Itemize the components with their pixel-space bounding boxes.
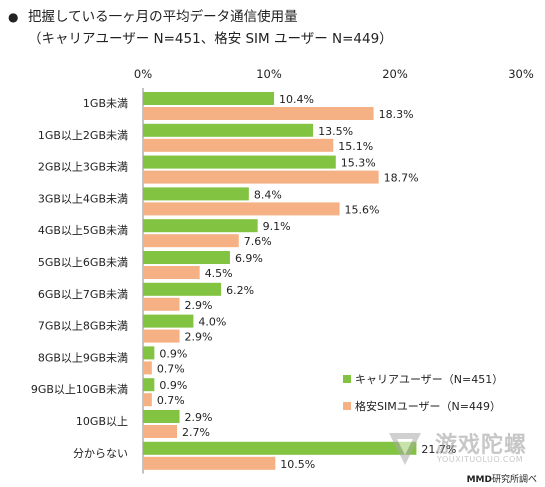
value-label-carrier: 4.0% — [198, 316, 226, 329]
bar-carrier — [143, 92, 275, 105]
value-label-carrier: 10.4% — [279, 93, 314, 106]
source-brand: MMD — [466, 475, 492, 485]
bar-mvno — [143, 393, 152, 407]
bar-carrier — [143, 314, 194, 328]
value-label-carrier: 6.2% — [226, 284, 254, 297]
value-label-carrier: 0.9% — [159, 379, 187, 392]
value-label-mvno: 2.9% — [185, 331, 213, 344]
legend-label: キャリアユーザー（N=451） — [355, 373, 503, 386]
bar-mvno — [143, 234, 239, 248]
value-label-mvno: 2.9% — [185, 299, 213, 312]
source-credit: MMD研究所調べ — [467, 472, 537, 485]
watermark-url: YOUXITUOLUO.COM — [437, 455, 524, 464]
value-label-mvno: 15.6% — [345, 203, 380, 216]
value-label-mvno: 4.5% — [205, 267, 233, 280]
legend-swatch — [343, 375, 351, 383]
bar-carrier — [143, 378, 155, 392]
bar-carrier — [143, 441, 417, 455]
value-label-mvno: 18.3% — [379, 108, 414, 121]
bar-carrier — [143, 346, 155, 360]
category-label: 3GB以上4GB未満 — [38, 192, 128, 205]
value-label-mvno: 18.7% — [384, 172, 419, 185]
bar-mvno — [143, 297, 180, 311]
value-label-carrier: 9.1% — [263, 220, 291, 233]
value-label-carrier: 15.3% — [341, 157, 376, 170]
value-label-carrier: 2.9% — [185, 411, 213, 424]
bar-carrier — [143, 155, 336, 169]
bar-mvno — [143, 138, 334, 152]
value-label-carrier: 0.9% — [159, 347, 187, 360]
category-label: 9GB以上10GB未満 — [31, 383, 128, 396]
bar-carrier — [143, 219, 258, 233]
category-label: 5GB以上6GB未満 — [38, 256, 128, 269]
chart-header: ● 把握している一ヶ月の平均データ通信使用量 （キャリアユーザー N=451、格安… — [8, 6, 538, 50]
value-label-carrier: 8.4% — [254, 188, 282, 201]
title-bullet: ● — [8, 10, 19, 24]
bar-carrier — [143, 282, 222, 296]
x-tick-label: 30% — [508, 67, 534, 81]
x-tick-label: 0% — [134, 67, 152, 81]
value-label-carrier: 13.5% — [318, 125, 353, 138]
category-label: 8GB以上9GB未満 — [38, 351, 128, 364]
value-label-carrier: 6.9% — [235, 252, 263, 265]
watermark-text: 游戏陀螺 — [435, 433, 528, 458]
bar-mvno — [143, 329, 180, 343]
value-label-mvno: 0.7% — [157, 362, 185, 375]
category-label: 1GB以上2GB未満 — [38, 129, 128, 142]
bar-mvno — [143, 425, 178, 438]
gyroscope-logo-icon — [389, 433, 421, 465]
value-label-carrier: 21.7% — [421, 443, 456, 456]
bar-mvno — [143, 266, 200, 279]
category-label: 分からない — [73, 447, 128, 460]
x-tick-label: 20% — [382, 67, 408, 81]
chart-title: ● 把握している一ヶ月の平均データ通信使用量 — [8, 6, 538, 28]
category-label: 4GB以上5GB未満 — [38, 224, 128, 237]
category-label: 1GB未満 — [83, 97, 128, 110]
value-label-mvno: 10.5% — [280, 458, 315, 471]
bar-mvno — [143, 107, 374, 120]
bar-carrier — [143, 187, 249, 201]
chart-subtitle: （キャリアユーザー N=451、格安 SIM ユーザー N=449） — [28, 31, 393, 47]
value-label-mvno: 7.6% — [244, 235, 272, 248]
bar-mvno — [143, 202, 340, 216]
bar-mvno — [143, 361, 152, 375]
category-label: 10GB以上 — [76, 415, 128, 428]
category-label: 6GB以上7GB未満 — [38, 288, 128, 301]
x-tick-label: 10% — [256, 67, 282, 81]
chart-title-text: 把握している一ヶ月の平均データ通信使用量 — [28, 9, 298, 25]
category-label: 2GB以上3GB未満 — [38, 161, 128, 174]
bar-carrier — [143, 123, 314, 137]
bar-mvno — [143, 170, 379, 184]
legend-label: 格安SIMユーザー（N=449） — [355, 399, 501, 413]
value-label-mvno: 0.7% — [157, 394, 185, 407]
category-label: 7GB以上8GB未満 — [38, 320, 128, 333]
value-label-mvno: 2.7% — [182, 426, 210, 439]
bar-carrier — [143, 410, 180, 423]
bar-mvno — [143, 456, 276, 470]
watermark: 游戏陀螺 YOUXITUOLUO.COM — [375, 423, 535, 473]
bar-carrier — [143, 251, 230, 264]
legend-swatch — [343, 402, 351, 410]
source-text: 研究所調べ — [491, 475, 537, 485]
value-label-mvno: 15.1% — [338, 140, 373, 153]
